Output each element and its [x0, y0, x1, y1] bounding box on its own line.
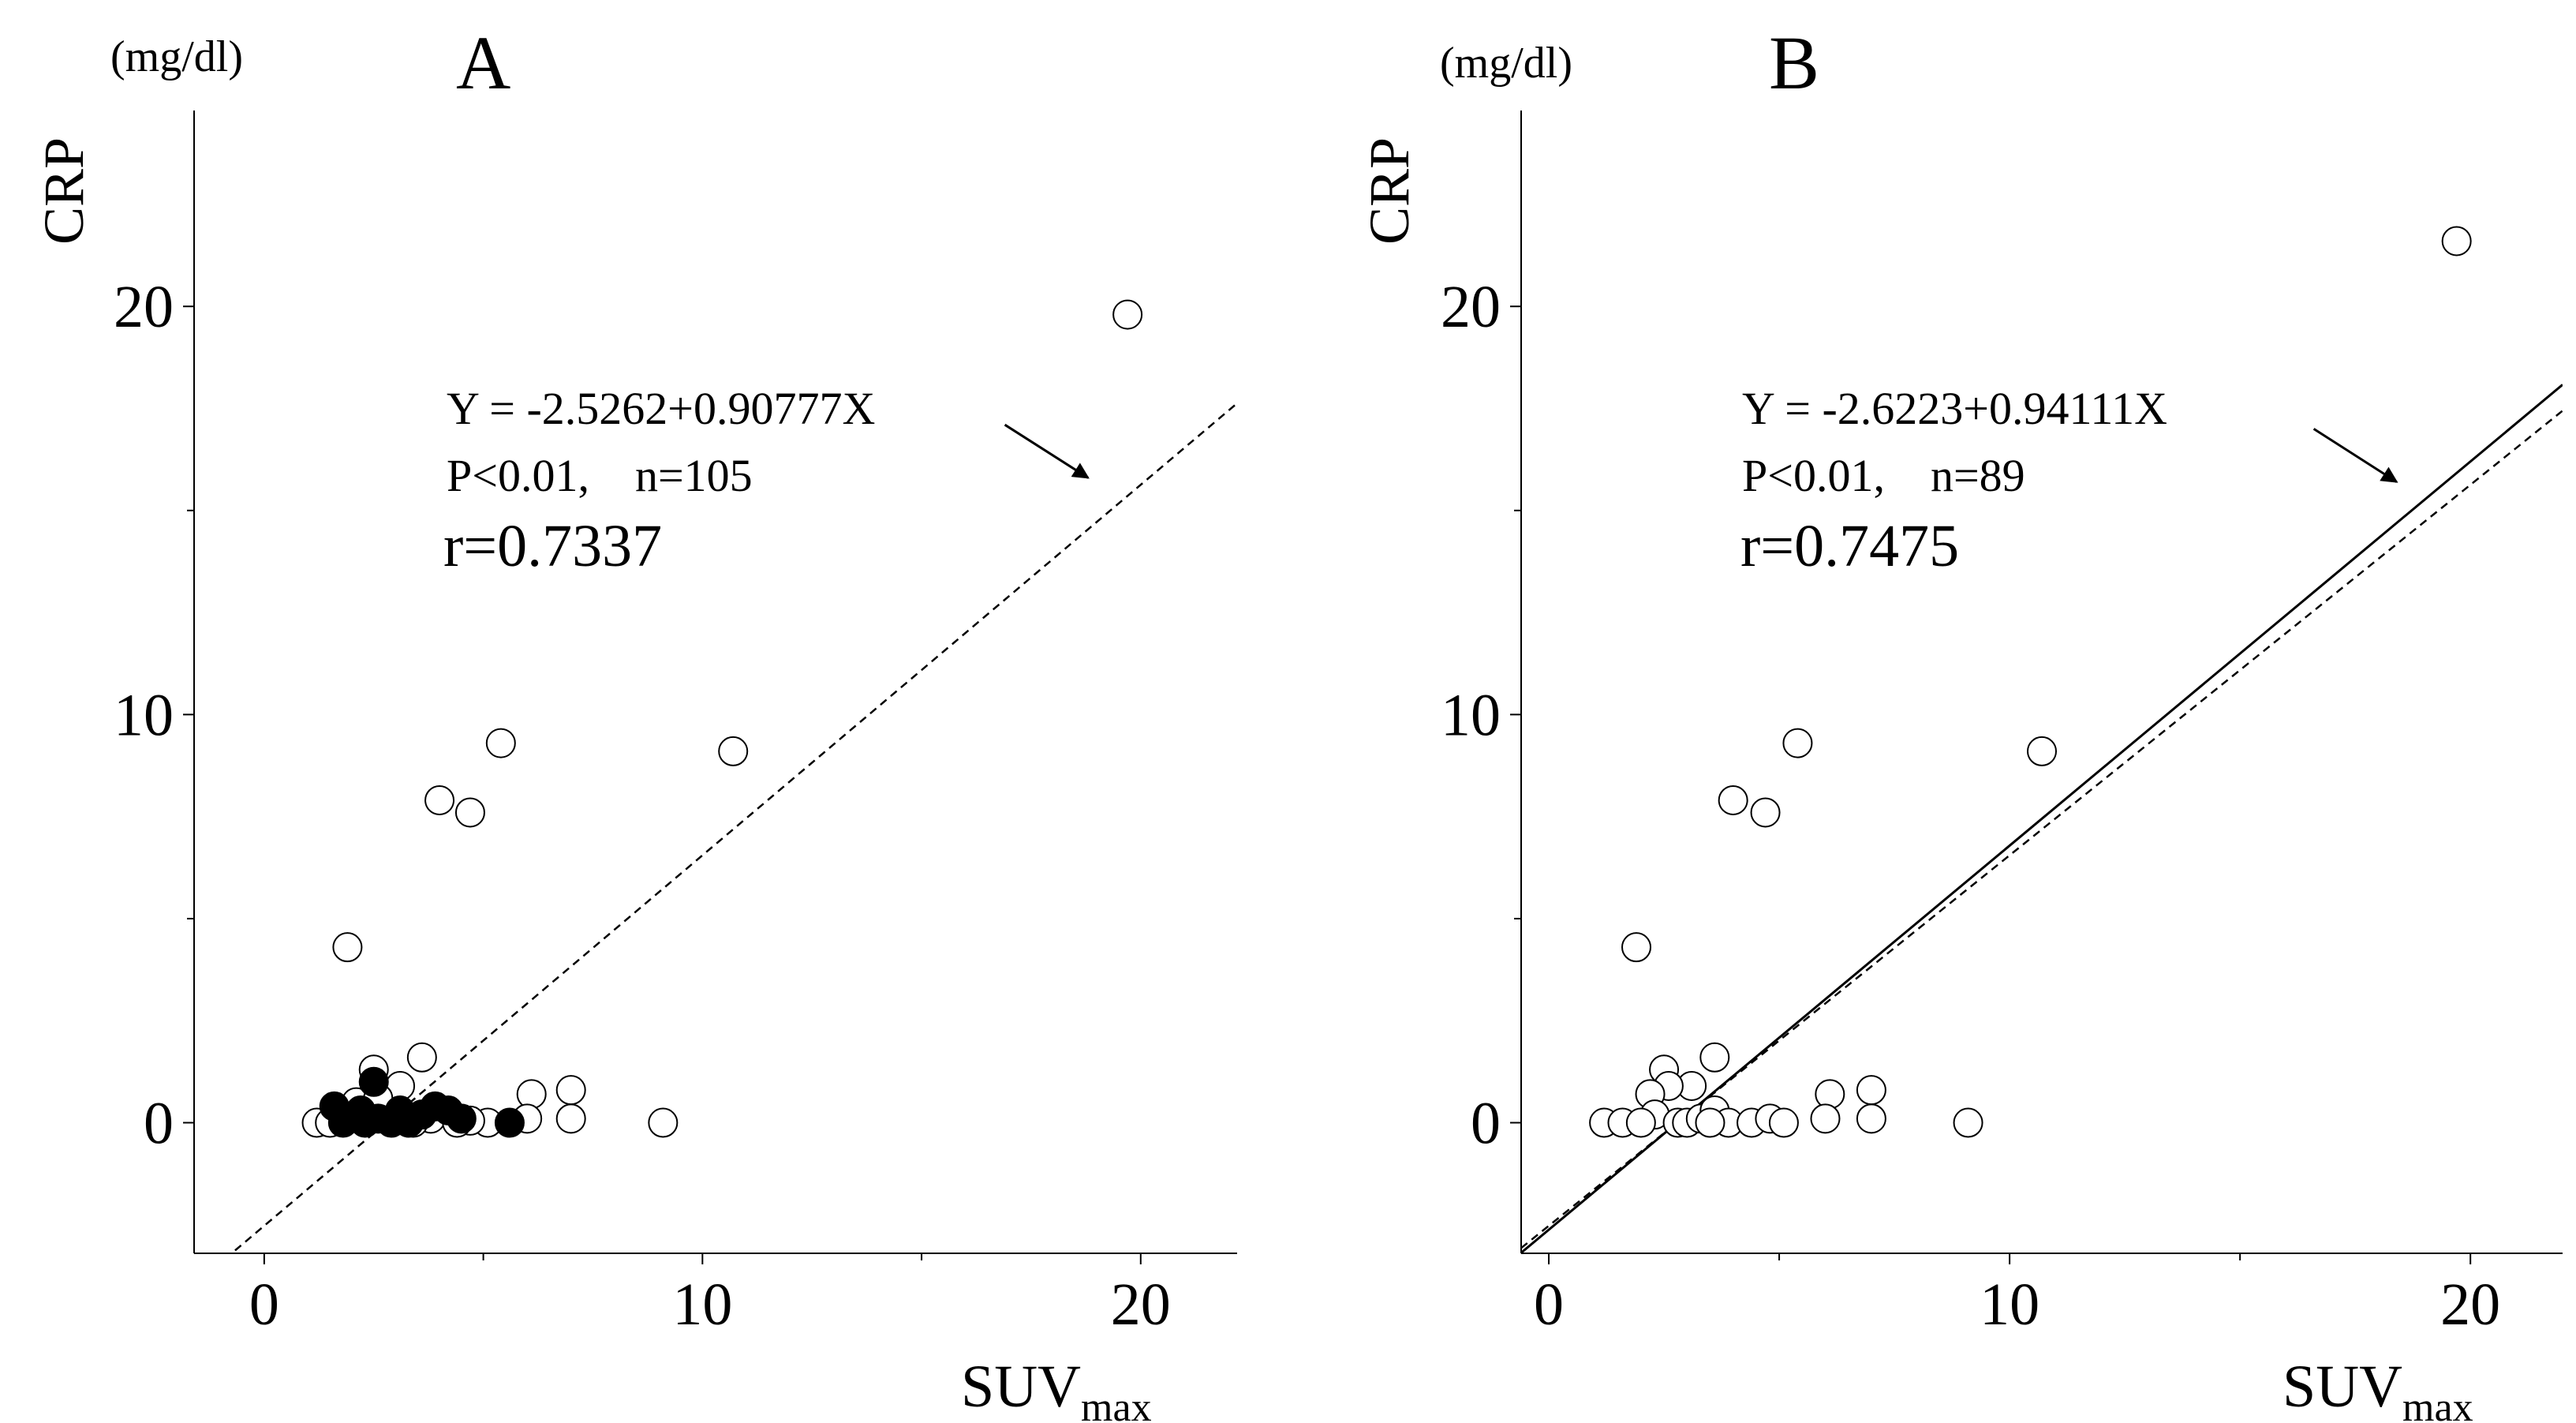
panel-b-open-data-point [1953, 1107, 1983, 1138]
panel-b-open-data-point [1750, 797, 1781, 828]
panel-b-open-data-point [1625, 1107, 1656, 1138]
panel-a-stats: P<0.01, n=105 [447, 450, 753, 501]
panel-b-x-tick-label: 20 [2440, 1271, 2500, 1338]
panel-a-x-axis-label: SUVmax [961, 1354, 1152, 1423]
panel-a-filled-data-point [346, 1095, 376, 1125]
panel-a-y-tick-label: 20 [114, 274, 174, 340]
panel-a-x-tick-label: 10 [672, 1271, 732, 1338]
panel-b-y-axis-label: CRP [1358, 137, 1421, 245]
panel-a-letter: A [456, 21, 510, 105]
panel-a-open-data-point [332, 932, 363, 963]
panel-a-open-data-point [1112, 299, 1143, 330]
panel-a-open-data-point [555, 1075, 586, 1106]
panel-a-open-data-point [555, 1103, 586, 1134]
panel-a-open-data-point [454, 797, 485, 828]
panel-b-letter: B [1769, 21, 1819, 105]
panel-b-y-tick-label: 10 [1441, 682, 1501, 748]
chart-panel-a: (mg/dl) A CRP 0 10 20 0 10 20 Y = -2.5262+0.9… [32, 21, 1237, 1423]
chart-panel-b: (mg/dl) B CRP 0 10 20 0 10 20 Y = -2.6223+0.9… [1358, 21, 2563, 1423]
panel-b-x-tick-label: 0 [1534, 1271, 1564, 1338]
panel-a-open-data-point [516, 1079, 547, 1110]
panel-a-open-data-point [648, 1107, 679, 1138]
panel-b-open-data-point [1810, 1103, 1841, 1134]
panel-b-open-data-point [1699, 1042, 1730, 1073]
panel-b-equation: Y = -2.6223+0.94111X [1742, 383, 2167, 434]
panel-a-open-data-point [718, 736, 749, 766]
panel-b-x-axis-label-subscript: max [2402, 1385, 2473, 1423]
panel-b-open-data-point [2441, 226, 2472, 257]
panel-a-annotation-arrow [1004, 423, 1090, 479]
panel-b-x-tick-label: 10 [1980, 1271, 2039, 1338]
panel-b-open-data-point [1856, 1075, 1886, 1106]
panel-a-equation: Y = -2.5262+0.90777X [447, 383, 875, 434]
panel-a-open-data-point [424, 785, 455, 815]
panel-a-filled-data-point [494, 1107, 525, 1138]
panel-b-x-axis-label-main: SUV [2283, 1354, 2402, 1420]
panel-b-open-data-point [2027, 736, 2057, 766]
panel-b-x-axis-label: SUVmax [2283, 1354, 2473, 1423]
panel-a-y-tick-label: 0 [144, 1091, 174, 1157]
panel-a-open-data-point [485, 728, 516, 758]
panel-b-open-data-point [1815, 1079, 1845, 1110]
panel-b-regression-line-dashed [1521, 410, 2563, 1249]
panel-a-x-axis-label-subscript: max [1081, 1385, 1152, 1423]
panel-b-open-data-point [1768, 1107, 1799, 1138]
panel-a-y-tick-label: 10 [114, 682, 174, 748]
panel-a-r-value: r=0.7337 [443, 513, 662, 579]
panel-b-open-data-point [1718, 785, 1748, 815]
panel-a-filled-data-point [446, 1103, 477, 1134]
panel-a-unit-label: (mg/dl) [110, 32, 243, 81]
panel-a-regression-line-dashed [230, 403, 1237, 1253]
panel-b-open-data-point [1695, 1107, 1725, 1138]
panel-a-x-tick-label: 20 [1111, 1271, 1171, 1338]
panel-a-filled-data-point [358, 1066, 389, 1097]
panel-b-open-data-point [1621, 932, 1652, 963]
panel-b-open-data-point [1856, 1103, 1886, 1134]
panel-a-x-tick-label: 0 [249, 1271, 279, 1338]
panel-b-plot-area: 0 10 20 0 10 20 [1441, 110, 2563, 1338]
panel-b-r-value: r=0.7475 [1740, 513, 1959, 579]
panel-b-y-tick-label: 0 [1471, 1091, 1501, 1157]
panel-b-annotation-arrow [2312, 428, 2398, 483]
panel-b-y-tick-label: 20 [1441, 274, 1501, 340]
panel-b-stats: P<0.01, n=89 [1742, 450, 2025, 501]
panel-a-open-data-point [406, 1042, 437, 1073]
panel-a-y-axis-label: CRP [32, 137, 95, 245]
panel-a-plot-area: 0 10 20 0 10 20 [114, 110, 1237, 1338]
panel-b-open-data-point [1782, 728, 1813, 758]
panel-b-unit-label: (mg/dl) [1440, 39, 1572, 88]
panel-a-x-axis-label-main: SUV [961, 1354, 1081, 1420]
